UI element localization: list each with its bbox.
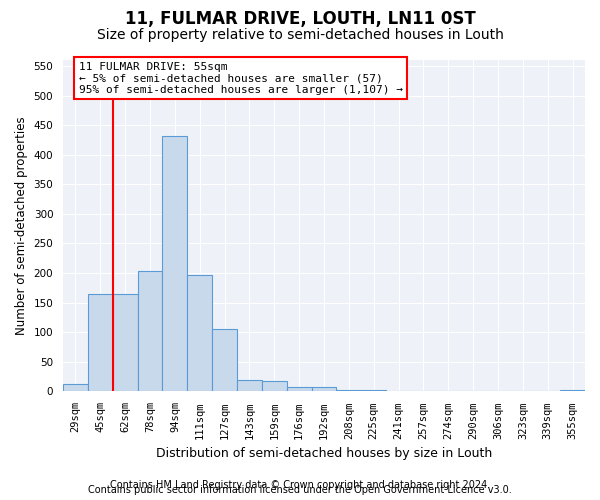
Bar	[337, 390, 361, 392]
Text: Size of property relative to semi-detached houses in Louth: Size of property relative to semi-detach…	[97, 28, 503, 42]
Bar	[187, 275, 212, 392]
Bar	[137, 272, 163, 392]
Text: Contains public sector information licensed under the Open Government Licence v3: Contains public sector information licen…	[88, 485, 512, 495]
Bar	[287, 388, 311, 392]
X-axis label: Distribution of semi-detached houses by size in Louth: Distribution of semi-detached houses by …	[156, 447, 492, 460]
Bar	[311, 386, 337, 392]
Bar	[361, 390, 386, 392]
Bar	[386, 391, 411, 392]
Bar	[212, 328, 237, 392]
Text: 11 FULMAR DRIVE: 55sqm
← 5% of semi-detached houses are smaller (57)
95% of semi: 11 FULMAR DRIVE: 55sqm ← 5% of semi-deta…	[79, 62, 403, 95]
Bar	[88, 294, 113, 392]
Bar	[560, 390, 585, 392]
Y-axis label: Number of semi-detached properties: Number of semi-detached properties	[15, 116, 28, 335]
Bar	[113, 294, 137, 392]
Bar	[411, 391, 436, 392]
Bar	[262, 382, 287, 392]
Text: 11, FULMAR DRIVE, LOUTH, LN11 0ST: 11, FULMAR DRIVE, LOUTH, LN11 0ST	[125, 10, 475, 28]
Bar	[237, 380, 262, 392]
Bar	[163, 136, 187, 392]
Text: Contains HM Land Registry data © Crown copyright and database right 2024.: Contains HM Land Registry data © Crown c…	[110, 480, 490, 490]
Bar	[63, 384, 88, 392]
